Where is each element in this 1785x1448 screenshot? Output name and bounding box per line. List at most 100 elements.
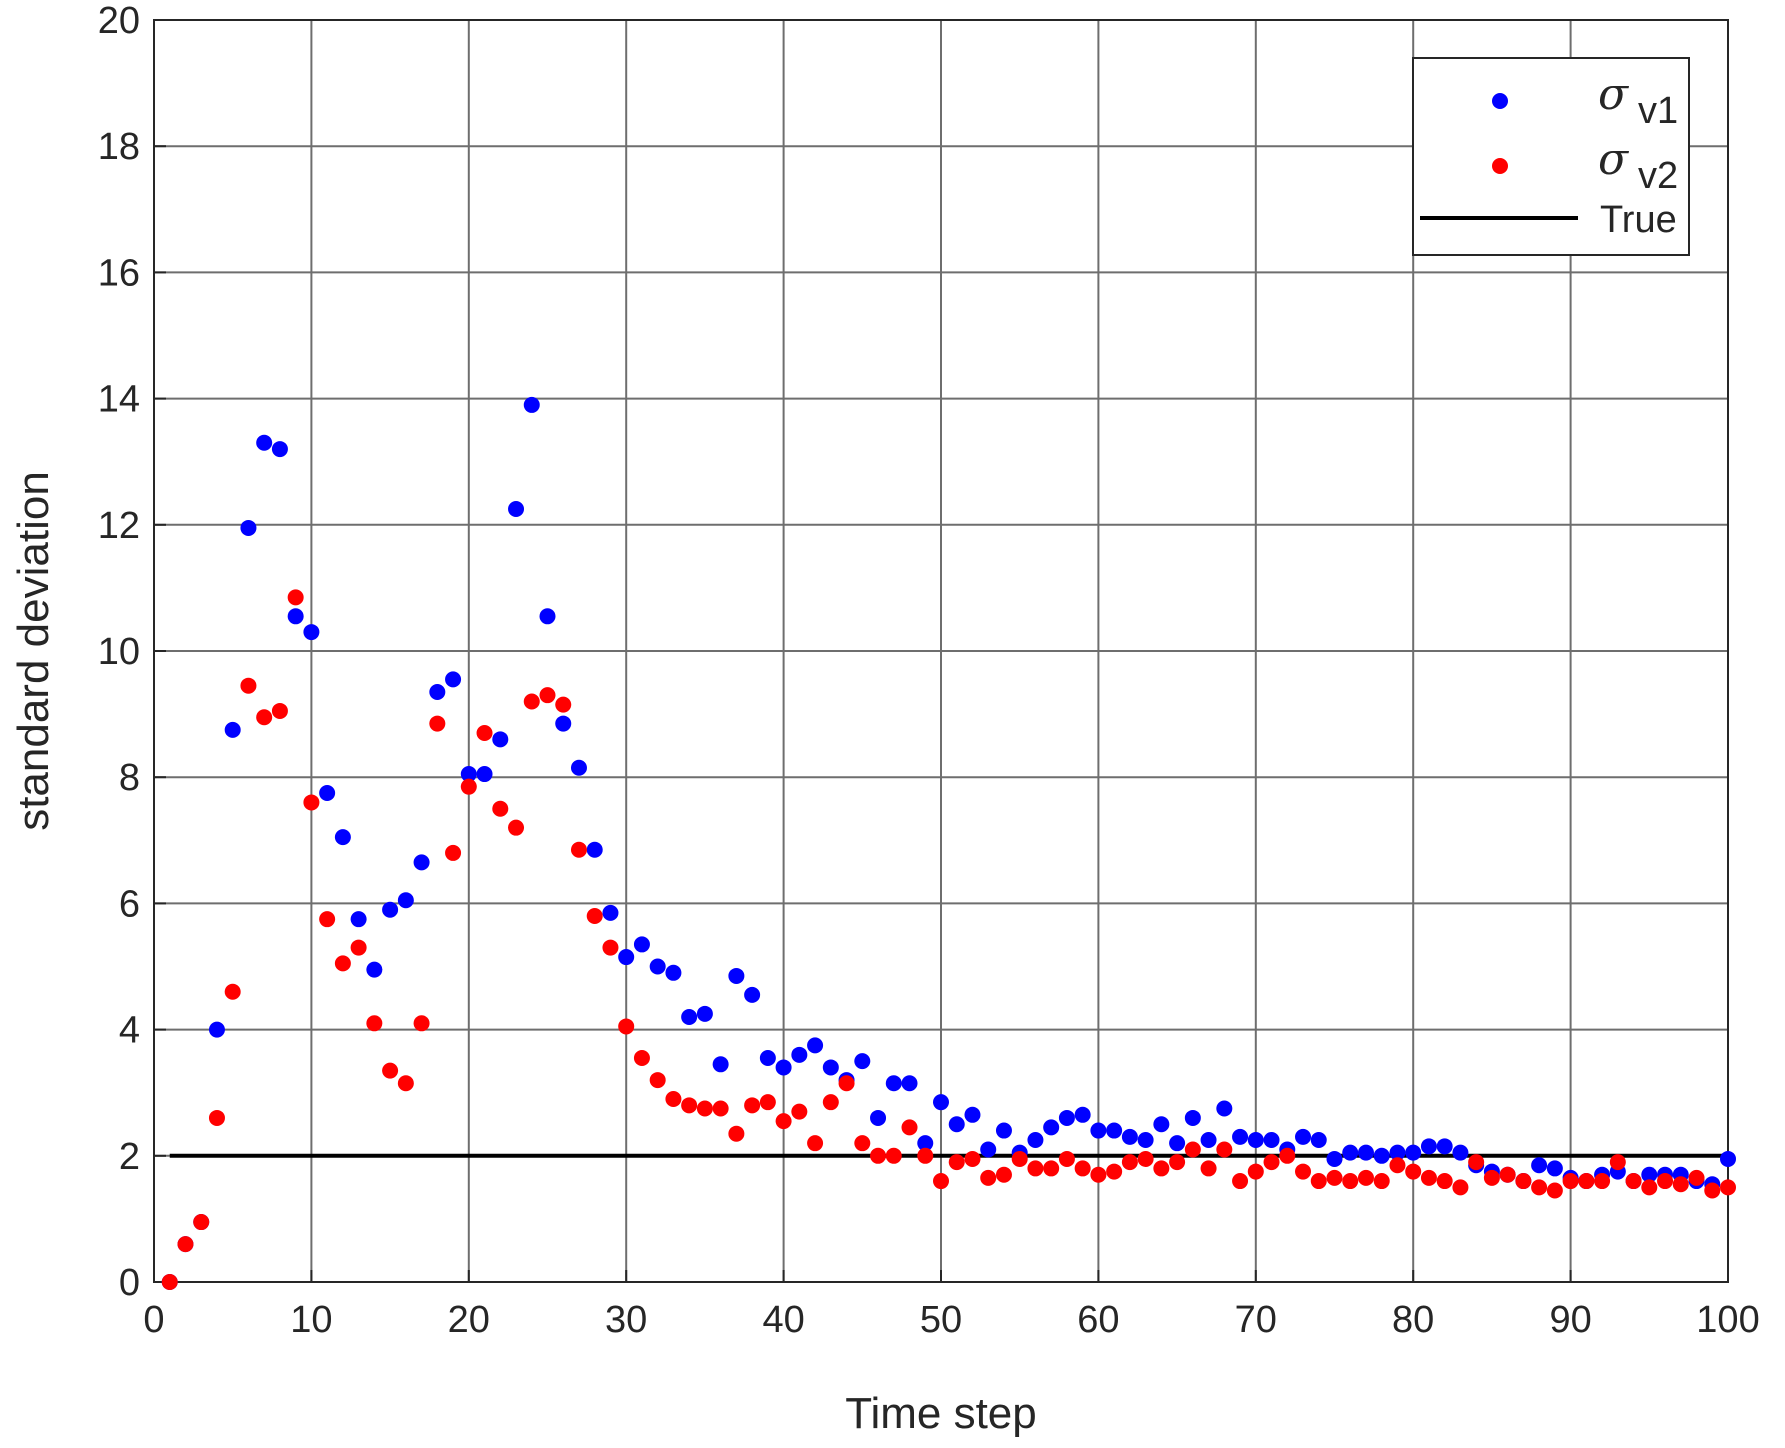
data-point (224, 983, 241, 1000)
data-point (838, 1075, 855, 1092)
data-point (586, 841, 603, 858)
data-point (807, 1037, 824, 1054)
data-point (1247, 1163, 1264, 1180)
series-sigma-v2 (161, 589, 1736, 1290)
data-point (1420, 1138, 1437, 1155)
y-tick-label: 4 (119, 1010, 140, 1052)
data-point (413, 1015, 430, 1032)
data-point (1263, 1132, 1280, 1149)
data-point (1106, 1163, 1123, 1180)
data-point (445, 844, 462, 861)
data-point (1357, 1169, 1374, 1186)
data-point (602, 939, 619, 956)
data-point (759, 1094, 776, 1111)
data-point (933, 1173, 949, 1190)
data-point (980, 1141, 997, 1158)
data-point (633, 1049, 650, 1066)
data-point (319, 911, 336, 928)
data-point (271, 702, 288, 719)
data-point (555, 715, 572, 732)
data-point (161, 1274, 178, 1290)
legend-subscript-v2: v2 (1638, 155, 1678, 197)
x-tick-label: 30 (605, 1299, 647, 1341)
data-point (570, 841, 587, 858)
data-point (1058, 1109, 1075, 1126)
y-tick-label: 0 (119, 1262, 140, 1304)
legend-subscript-v1: v1 (1638, 90, 1678, 132)
data-point (240, 519, 257, 536)
data-point (917, 1147, 934, 1164)
y-tick-label: 18 (98, 126, 140, 168)
data-point (696, 1005, 713, 1022)
data-point (665, 1091, 682, 1108)
x-tick-label: 50 (920, 1299, 962, 1341)
data-point (1436, 1138, 1453, 1155)
data-point (1342, 1173, 1359, 1190)
series-layer (161, 396, 1736, 1290)
data-point (523, 396, 540, 413)
legend: σ v1 σ v2 True (1412, 57, 1690, 256)
y-axis-ticks: 0 2 4 6 8 10 12 14 16 18 20 (98, 0, 166, 1304)
data-point (775, 1113, 792, 1130)
data-point (1515, 1173, 1532, 1190)
data-point (995, 1122, 1012, 1139)
x-axis-ticks: 0 10 20 30 40 50 60 70 80 90 100 (143, 1270, 1760, 1341)
data-point (555, 696, 572, 713)
data-point (334, 829, 351, 846)
data-point (1546, 1160, 1563, 1177)
data-point (885, 1147, 902, 1164)
data-point (901, 1119, 918, 1136)
y-tick-label: 16 (98, 252, 140, 294)
data-point (476, 766, 493, 783)
y-tick-label: 12 (98, 505, 140, 547)
data-point (681, 1097, 698, 1114)
legend-entry-true: True (1600, 199, 1677, 241)
data-point (1594, 1173, 1611, 1190)
data-point (366, 961, 383, 978)
x-tick-label: 20 (448, 1299, 490, 1341)
data-point (413, 854, 430, 871)
y-tick-label: 2 (119, 1136, 140, 1178)
data-point (1200, 1132, 1217, 1149)
data-point (492, 731, 509, 748)
x-tick-label: 60 (1077, 1299, 1119, 1341)
data-point (1625, 1173, 1642, 1190)
data-point (208, 1021, 225, 1038)
data-point (822, 1094, 839, 1111)
data-point (1373, 1147, 1390, 1164)
data-point (712, 1100, 729, 1117)
data-point (1137, 1150, 1154, 1167)
data-point (1326, 1150, 1343, 1167)
data-point (1058, 1150, 1075, 1167)
x-tick-label: 70 (1235, 1299, 1277, 1341)
data-point (948, 1154, 965, 1171)
data-point (303, 624, 320, 641)
data-point (995, 1166, 1012, 1183)
data-point (1137, 1132, 1154, 1149)
data-point (1672, 1176, 1689, 1193)
data-point (429, 684, 446, 701)
data-point (570, 759, 587, 776)
data-point (460, 778, 477, 795)
data-point (1200, 1160, 1217, 1177)
data-point (224, 721, 241, 738)
data-point (1499, 1166, 1516, 1183)
data-point (775, 1059, 792, 1076)
data-point (1546, 1182, 1563, 1199)
data-point (1720, 1179, 1736, 1196)
data-point (476, 725, 493, 742)
data-point (1688, 1169, 1705, 1186)
data-point (712, 1056, 729, 1073)
data-point (1452, 1179, 1469, 1196)
data-point (901, 1075, 918, 1092)
data-point (1326, 1169, 1343, 1186)
data-point (870, 1147, 887, 1164)
x-axis-label: Time step (845, 1389, 1037, 1438)
data-point (1090, 1166, 1107, 1183)
data-point (287, 589, 304, 606)
x-tick-label: 90 (1549, 1299, 1591, 1341)
data-point (681, 1008, 698, 1025)
data-point (870, 1109, 887, 1126)
x-tick-label: 80 (1392, 1299, 1434, 1341)
